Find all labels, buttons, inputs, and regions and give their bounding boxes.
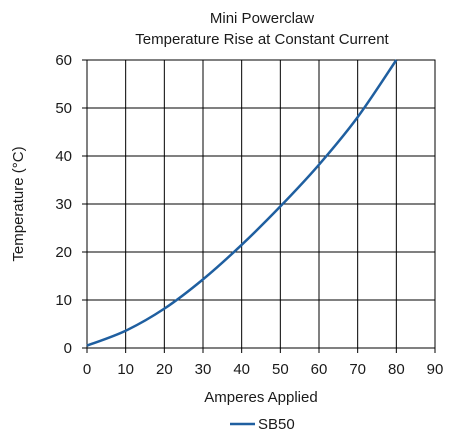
series-layer xyxy=(86,59,398,347)
chart-subtitle: Temperature Rise at Constant Current xyxy=(135,31,389,48)
y-axis-ticks: 0 10 20 30 40 50 60 xyxy=(55,52,87,357)
x-tick-label: 70 xyxy=(349,361,366,378)
y-tick-label: 40 xyxy=(55,148,72,165)
legend-label-sb50: SB50 xyxy=(258,416,295,433)
y-tick-label: 0 xyxy=(64,340,72,357)
grid-lines xyxy=(86,59,436,349)
y-tick-label: 60 xyxy=(55,52,72,69)
x-axis-ticks: 0 10 20 30 40 50 60 70 80 90 xyxy=(83,348,444,378)
series-line-sb50 xyxy=(86,59,398,347)
x-tick-label: 90 xyxy=(427,361,444,378)
x-tick-label: 10 xyxy=(117,361,134,378)
y-tick-label: 50 xyxy=(55,100,72,117)
x-tick-label: 30 xyxy=(195,361,212,378)
y-tick-label: 30 xyxy=(55,196,72,213)
x-axis-label: Amperes Applied xyxy=(204,389,317,406)
x-tick-label: 60 xyxy=(311,361,328,378)
x-tick-label: 50 xyxy=(272,361,289,378)
x-tick-label: 20 xyxy=(156,361,173,378)
chart-title: Mini Powerclaw xyxy=(210,10,314,27)
x-tick-label: 80 xyxy=(388,361,405,378)
x-tick-label: 0 xyxy=(83,361,91,378)
y-tick-label: 10 xyxy=(55,292,72,309)
x-tick-label: 40 xyxy=(233,361,250,378)
legend: SB50 xyxy=(230,416,295,433)
y-tick-label: 20 xyxy=(55,244,72,261)
y-axis-label: Temperature (°C) xyxy=(10,146,27,261)
